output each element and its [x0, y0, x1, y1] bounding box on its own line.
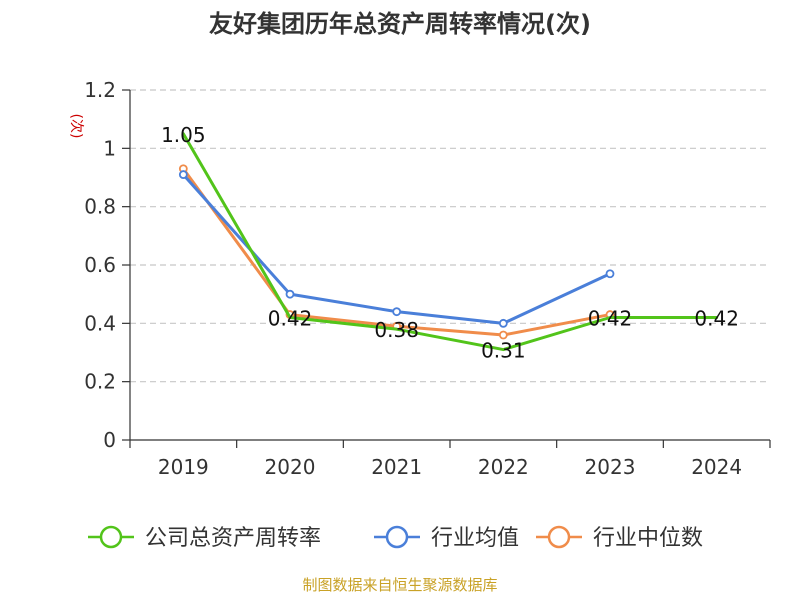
y-tick-label: 0.4	[84, 311, 116, 335]
data-label: 0.42	[588, 307, 633, 331]
series-group	[178, 132, 719, 352]
legend-label: 行业中位数	[593, 526, 703, 551]
y-tick-label: 0.8	[84, 195, 116, 219]
x-tick-label: 2019	[158, 455, 209, 479]
data-label: 0.31	[481, 339, 526, 363]
x-tick-label: 2023	[585, 455, 636, 479]
y-axis-label: (次)	[68, 114, 84, 139]
series-point	[178, 170, 188, 179]
series-line	[181, 132, 719, 352]
x-tick-label: 2024	[691, 455, 742, 479]
legend-marker	[385, 525, 409, 549]
series-point	[285, 289, 295, 299]
y-tick-label: 1	[103, 136, 116, 160]
series-point	[605, 269, 615, 279]
legend-label: 行业均值	[431, 526, 519, 551]
series-point	[392, 307, 402, 317]
legend-label: 公司总资产周转率	[145, 526, 321, 551]
data-label: 0.42	[694, 307, 739, 331]
data-labels: 1.05 0.42 0.38 0.31 0.42 0.42	[161, 123, 739, 363]
series-line	[181, 173, 612, 325]
chart-title: 友好集团历年总资产周转率情况(次)	[209, 10, 591, 38]
legend-marker	[99, 525, 123, 549]
gridlines	[130, 89, 770, 383]
x-tick-label: 2021	[371, 455, 422, 479]
legend: 公司总资产周转率 行业均值 行业中位数	[88, 525, 703, 551]
data-label: 0.42	[268, 307, 313, 331]
source-note: 制图数据来自恒生聚源数据库	[302, 576, 497, 594]
axes: 0 0.2 0.4 0.6 0.8 1 1.2 2019 2020 2021 2022 2023 202…	[84, 78, 771, 479]
y-tick-label: 0.6	[84, 253, 116, 277]
series-point	[498, 330, 508, 340]
x-tick-label: 2022	[478, 455, 529, 479]
y-tick-label: 1.2	[84, 78, 116, 102]
legend-marker	[547, 525, 571, 549]
data-label: 0.38	[374, 318, 419, 342]
x-tick-label: 2020	[265, 455, 316, 479]
y-tick-label: 0	[103, 428, 116, 452]
data-label: 1.05	[161, 123, 206, 147]
series-point	[498, 318, 508, 328]
y-tick-label: 0.2	[84, 370, 116, 394]
